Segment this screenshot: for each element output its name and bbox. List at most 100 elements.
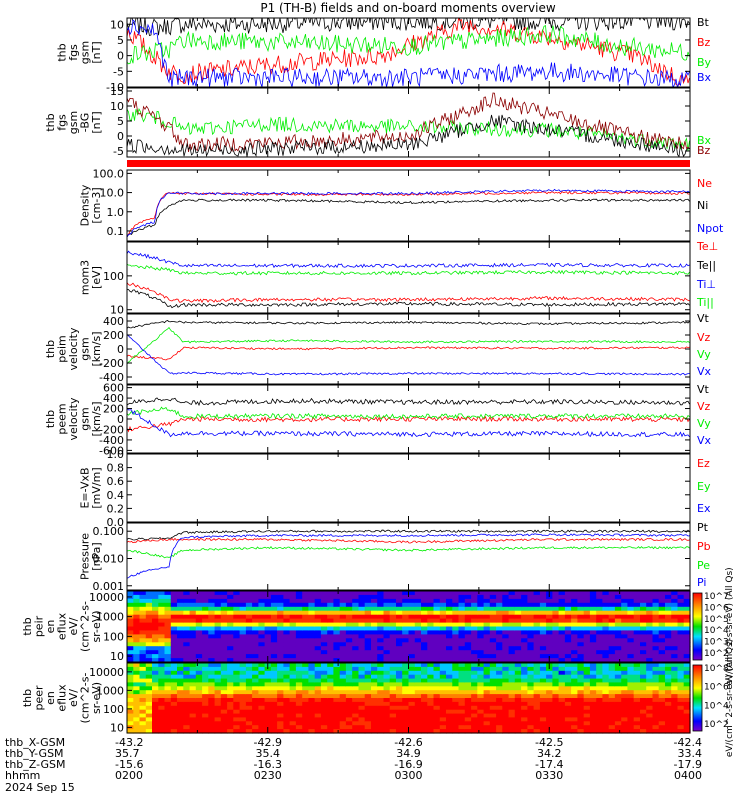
legend-fgs-3: Bx: [697, 71, 712, 84]
legend-fgs-0: Bt: [697, 16, 710, 29]
ephemeris-value: 35.7: [115, 747, 140, 760]
y-axis-label: [km/s]: [90, 331, 103, 366]
y-axis-label: thb: [56, 43, 69, 61]
ephemeris-value: 0300: [395, 769, 423, 782]
y-axis-label: sr-eV): [90, 610, 103, 642]
panel-peer: 1000010001001010^810^610^410^2eV/(cm^2-s…: [21, 639, 735, 757]
ephemeris-label: thb_X-GSM: [5, 736, 65, 749]
y-tick-label: 10: [110, 100, 124, 113]
panel-frame: [126, 169, 691, 242]
ephemeris-value: 34.9: [396, 747, 421, 760]
y-axis-label: eV/: [67, 689, 80, 707]
y-tick-label: 200: [103, 329, 124, 342]
y-tick-label: -400: [99, 371, 124, 384]
y-tick-label: -200: [99, 423, 124, 436]
y-tick-label: 10: [110, 304, 124, 317]
y-tick-label: 200: [103, 403, 124, 416]
y-tick-label: 0: [117, 50, 124, 63]
y-axis-label: fgs: [56, 114, 69, 131]
panel-peir: 1000010001001010^710^610^510^410^310^2eV…: [21, 567, 735, 685]
y-axis-label: thb: [44, 113, 57, 131]
legend-peim-0: Vt: [697, 312, 710, 325]
series-line-peim-1: [127, 346, 690, 361]
spectrogram-peer: [127, 663, 691, 734]
legend-temp-2: Ti⊥: [696, 278, 716, 291]
y-axis-label: E=-VxB: [79, 467, 92, 508]
ephemeris-value: -16.9: [394, 758, 422, 771]
y-axis-label: Pressure: [79, 533, 92, 580]
panel-temp: 100 10 Te⊥ Te|| Ti⊥ Ti|| mom3[eV]: [79, 240, 719, 317]
y-tick-label: 10.0: [100, 187, 125, 200]
series-line-fgs-3: [127, 19, 690, 87]
y-tick-label: 100.0: [93, 167, 125, 180]
series-line-temp-3: [127, 263, 690, 276]
y-axis-label: eV/: [67, 617, 80, 635]
series-line-fgs_gse-2: [127, 114, 690, 157]
y-axis-label: (cm^2-s-: [79, 601, 92, 652]
y-axis-label: sr-eV): [90, 682, 103, 714]
legend-fgs_gse-0: Bx: [697, 134, 712, 147]
colorbar-peer: [692, 664, 703, 732]
series-line-temp-0: [127, 282, 690, 304]
legend-pressure-2: Pe: [697, 559, 710, 572]
panel-efield: 1.00.80.60.40.20.0 Ez Ey Ex E=-VxB[mV/m]: [79, 448, 711, 529]
ephemeris-value: 0200: [115, 769, 143, 782]
y-tick-label: 600: [103, 382, 124, 395]
ephemeris-label: thb_Z-GSM: [5, 758, 65, 771]
y-tick-label: 0.1: [107, 225, 125, 238]
y-axis-label: peir: [33, 615, 46, 637]
colorbar-label: eV/(cm^2-s-sr-eV) (All Qs): [725, 567, 735, 685]
y-tick-label: 5: [117, 34, 124, 47]
y-axis-label: thb: [44, 340, 57, 358]
series-line-peem-0: [127, 397, 690, 407]
colorbar-tick-label: 10^7: [704, 592, 729, 602]
y-tick-label: 0.100: [93, 525, 125, 538]
legend-fgs-2: By: [697, 56, 712, 69]
y-axis-label: [nT]: [90, 111, 103, 133]
y-tick-label: 1.0: [107, 448, 125, 461]
y-tick-label: 0.001: [93, 580, 125, 593]
y-axis-label: peer: [33, 685, 46, 711]
legend-peim-2: Vy: [697, 348, 711, 361]
series-line-density-2: [127, 188, 690, 238]
y-tick-label: 1000: [96, 684, 124, 697]
mode-bar: [127, 160, 690, 167]
legend-peem-2: Vy: [697, 417, 711, 430]
y-tick-label: 100: [103, 270, 124, 283]
colorbar-tick-label: 10^8: [704, 664, 729, 674]
panel-frame: [126, 313, 691, 385]
legend-temp-3: Ti||: [696, 296, 714, 309]
y-axis-label: [mV/m]: [90, 467, 103, 508]
y-axis-label: [cm-3]: [90, 187, 103, 223]
legend-peem-1: Vz: [697, 400, 711, 413]
ephemeris-label: thb_Y-GSM: [5, 747, 64, 760]
ephemeris-value: 0230: [254, 769, 282, 782]
y-tick-label: 1000: [96, 611, 124, 624]
colorbar-tick-label: 10^2: [704, 649, 729, 659]
series-line-peem-3: [127, 407, 690, 438]
panel-pressure: 0.100 0.010 0.001 Pt Pb Pe Pi Pressure[nPa]: [79, 521, 711, 593]
y-axis-label: velocity: [67, 327, 80, 370]
plot-title: P1 (TH-B) fields and on-board moments ov…: [260, 1, 556, 15]
y-tick-label: 10000: [89, 591, 124, 604]
colorbar-tick-label: 10^3: [704, 638, 729, 648]
colorbar-tick-label: 10^2: [704, 720, 729, 730]
date-label: 2024 Sep 15: [5, 781, 75, 794]
legend-efield-1: Ey: [697, 480, 711, 493]
y-axis-label: velocity: [67, 397, 80, 440]
y-tick-label: 0.010: [93, 552, 125, 565]
ephemeris-value: -42.6: [394, 736, 422, 749]
y-axis-label: peim: [56, 335, 69, 363]
y-axis-label: en: [44, 620, 57, 634]
series-line-peem-2: [127, 406, 690, 420]
y-tick-label: -10: [106, 81, 124, 94]
y-tick-label: 10: [110, 18, 124, 31]
panel-density: 100.0 10.0 1.0 0.1 Ne Ni Npot Density[cm-3]: [79, 167, 724, 242]
legend-efield-0: Ez: [697, 457, 710, 470]
ephemeris-value: -42.4: [674, 736, 702, 749]
ephemeris-value: 33.4: [678, 747, 703, 760]
